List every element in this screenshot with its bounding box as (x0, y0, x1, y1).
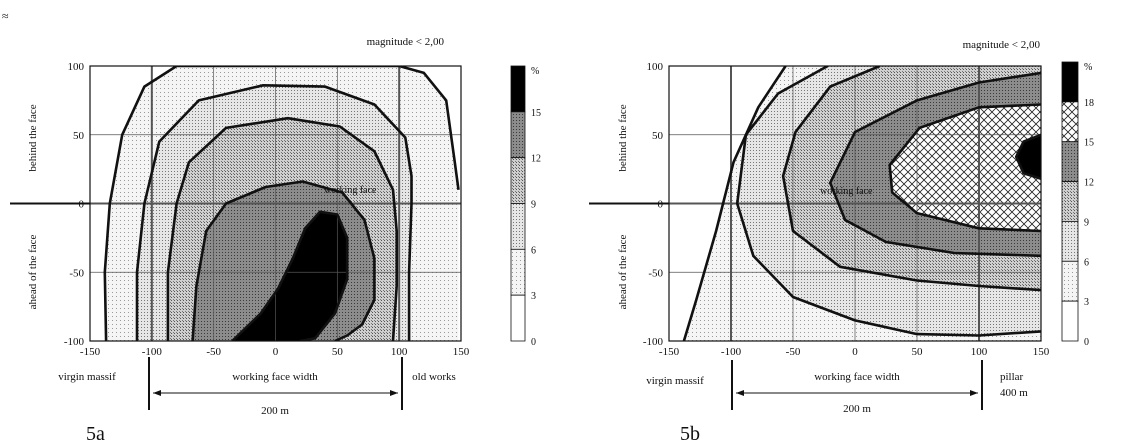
chart-5a-ytick: 0 (79, 199, 85, 211)
chart-5a-legend-tick: 15 (531, 108, 541, 119)
chart-5a-legend-swatch (510, 111, 526, 159)
chart-5b-legend-tick: 3 (1084, 297, 1089, 308)
chart-5a-inline-label: working face (324, 185, 377, 196)
chart-5b-ytick: 50 (652, 130, 664, 142)
chart-5a-xtick: 0 (273, 346, 279, 358)
chart-5b-legend-swatch (1061, 141, 1079, 182)
chart-5b-inline-label: working face (820, 186, 873, 197)
chart-5a-zone-old-works: old works (412, 371, 456, 383)
chart-5a-dimension-label: 200 m (261, 405, 289, 417)
chart-5a-title: magnitude < 2,00 (367, 36, 445, 48)
chart-5b-contour-18 (1014, 133, 1041, 181)
chart-5b-contour-3 (682, 66, 787, 341)
chart-5a-zone-virgin-massif: virgin massif (58, 371, 116, 383)
chart-5b-xtick: -50 (786, 346, 801, 358)
chart-5b-legend-swatch (1061, 221, 1079, 262)
chart-5b-legend-tick: 0 (1084, 337, 1089, 348)
chart-5b-zone-working-face-width: working face width (814, 371, 900, 383)
chart-5a-xtick: 150 (453, 346, 470, 358)
chart-5b-panel-label: 5b (680, 423, 700, 444)
chart-5a-contour-9 (166, 116, 398, 341)
chart-5b-xtick: 100 (971, 346, 988, 358)
chart-5a-legend: % 15 12 9 6 3 0 (510, 65, 541, 348)
chart-5a-ylabel-upper: behind the face (27, 104, 39, 171)
chart-5a-plot-area (10, 65, 462, 342)
chart-5b-legend-swatch (1061, 260, 1079, 302)
chart-5b-pillar-width: 400 m (1000, 387, 1028, 399)
chart-5a-zone-working-face-width: working face width (232, 371, 318, 383)
chart-5a-xtick: -100 (142, 346, 163, 358)
chart-5a-contour-3 (103, 66, 460, 341)
chart-5a-xtick: -50 (206, 346, 221, 358)
chart-5a-legend-swatch (510, 294, 526, 342)
chart-5b-ytick: -100 (643, 336, 664, 348)
chart-5b-contour-15 (888, 103, 1041, 233)
chart-5a-legend-tick: 9 (531, 200, 536, 211)
chart-5b-ylabel-lower: ahead of the face (617, 234, 629, 309)
chart-5b-legend-swatch (1061, 61, 1079, 103)
chart-5b-ytick: 0 (658, 199, 664, 211)
chart-5b-contour-12 (828, 71, 1041, 258)
chart-5b-legend-tick: 12 (1084, 178, 1094, 189)
chart-5a-legend-swatch (510, 157, 526, 204)
chart-5b-zone-pillar: pillar (1000, 371, 1024, 383)
chart-5a-panel-label: 5a (86, 423, 105, 444)
chart-5b-zone-virgin-massif: virgin massif (646, 375, 704, 387)
chart-5b-dimension-label: 200 m (843, 403, 871, 415)
chart-5a-xtick: 50 (332, 346, 344, 358)
chart-5a-legend-tick: 12 (531, 154, 541, 165)
chart-5a-xtick: 100 (391, 346, 408, 358)
chart-5b-ytick: 100 (647, 61, 664, 73)
corner-mark: ≈ (2, 9, 9, 23)
chart-5a-legend-tick: 3 (531, 291, 536, 302)
chart-5a-ylabel-lower: ahead of the face (27, 234, 39, 309)
chart-5b-ytick: -50 (648, 267, 663, 279)
chart-5a: magnitude < 2,00 -150 -100 -50 0 50 100 150100… (10, 36, 541, 444)
chart-5a-contour-15 (231, 210, 349, 341)
chart-5b-ylabel-upper: behind the face (617, 104, 629, 171)
chart-5b-legend-tick: 18 (1084, 98, 1094, 109)
chart-5b-legend-swatch (1061, 181, 1079, 222)
chart-5a-xtick: -150 (80, 346, 101, 358)
chart-5a-ytick: 50 (73, 130, 85, 142)
chart-5b-xtick: 150 (1033, 346, 1050, 358)
chart-5a-ytick: -50 (69, 267, 84, 279)
chart-5a-legend-swatch (510, 65, 526, 113)
chart-5b: magnitude < 2,00 -150 -100 -50 0 50 100 150100… (589, 39, 1094, 444)
chart-5a-legend-tick: 6 (531, 245, 536, 256)
chart-5a-region-15 (232, 211, 348, 341)
chart-5a-contour-12 (191, 180, 376, 341)
chart-5a-legend-tick: 0 (531, 337, 536, 348)
chart-5b-legend-tick: 9 (1084, 217, 1089, 228)
chart-5b-legend: % 18 15 12 9 6 3 0 (1061, 61, 1094, 348)
chart-5a-contour-6 (135, 84, 413, 341)
chart-5b-region-18 (1016, 66, 1041, 179)
chart-5b-xtick: 0 (852, 346, 858, 358)
chart-5b-plot-area (589, 65, 1042, 342)
chart-5b-legend-swatch (1061, 300, 1079, 342)
chart-5b-legend-tick: 6 (1084, 257, 1089, 268)
chart-5b-legend-unit: % (1084, 62, 1092, 73)
chart-5b-xtick: 50 (912, 346, 924, 358)
chart-5b-legend-swatch (1061, 101, 1079, 143)
chart-5a-legend-swatch (510, 203, 526, 250)
chart-5a-ytick: -100 (64, 336, 85, 348)
chart-5a-ytick: 100 (68, 61, 85, 73)
chart-5b-xtick: -150 (659, 346, 680, 358)
chart-5b-xtick: -100 (721, 346, 742, 358)
chart-5a-legend-swatch (510, 248, 526, 296)
chart-5a-legend-unit: % (531, 66, 539, 77)
chart-5b-contour-6 (735, 66, 1041, 337)
chart-5b-title: magnitude < 2,00 (963, 39, 1041, 51)
chart-5b-legend-tick: 15 (1084, 138, 1094, 149)
chart-5b-contour-9 (781, 66, 1041, 292)
